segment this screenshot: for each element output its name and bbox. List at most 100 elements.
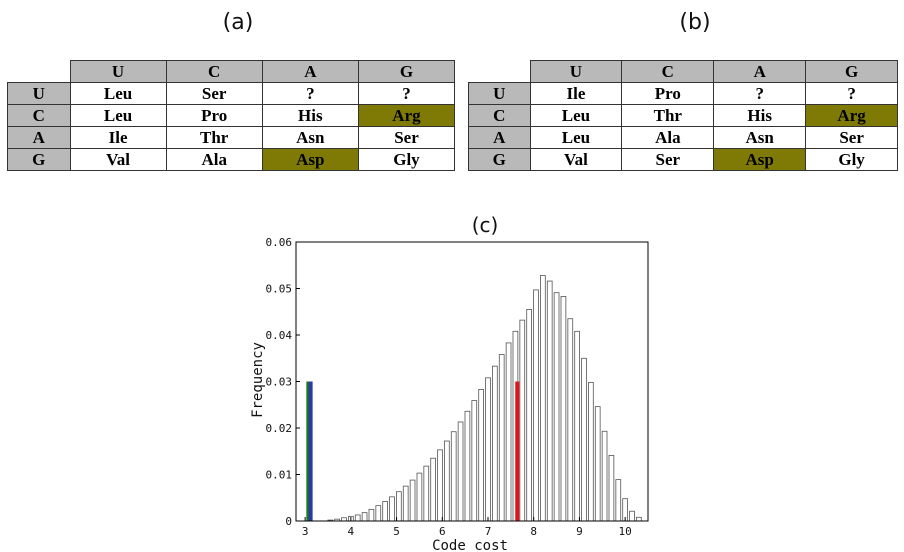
amino-acid-cell: Gly (805, 148, 898, 171)
histogram-bar (560, 296, 567, 522)
amino-acid-cell: Asp (713, 148, 807, 171)
histogram-bar (498, 354, 505, 522)
amino-acid-cell: Asp (261, 148, 359, 171)
marker-bar (308, 381, 313, 521)
histogram-bar (553, 292, 560, 522)
histogram-bar (588, 382, 594, 522)
histogram-bar (636, 516, 642, 522)
histogram-bar (402, 485, 409, 522)
y-tick-label: 0.06 (266, 236, 293, 249)
histogram-bar (361, 512, 368, 522)
histogram-bar (354, 514, 361, 522)
table-corner (468, 60, 530, 83)
amino-acid-cell: Ala (165, 148, 263, 171)
column-header: G (357, 60, 456, 83)
x-tick-label: 5 (393, 525, 400, 538)
histogram-bar (574, 330, 580, 522)
panel-a-label: (a) (222, 10, 254, 35)
histogram-bar (464, 410, 471, 522)
histogram-bar (416, 472, 423, 522)
table-corner (7, 60, 70, 83)
histogram-bar (389, 496, 395, 522)
histogram-bar (437, 449, 443, 522)
column-header: G (805, 60, 898, 83)
amino-acid-cell: Pro (621, 82, 715, 105)
x-tick-label: 7 (485, 525, 492, 538)
x-tick-label: 8 (530, 525, 537, 538)
table-row: G Val Ala Asp Gly (7, 148, 456, 171)
codon-table-a: U C A G U Leu Ser?? C Leu Pro His Arg A Ile Thr Asn Ser G… (7, 60, 456, 171)
y-axis-label: Frequency (250, 342, 266, 418)
y-tick-label: 0.01 (266, 469, 293, 482)
marker-bar (515, 381, 520, 521)
histogram-bar (478, 389, 484, 522)
histogram-bar (492, 365, 498, 522)
histogram-bar (471, 400, 478, 522)
histogram-bar (601, 430, 608, 522)
codon-table-b: U C A G U Ile Pro?? C Leu Thr His Arg A Leu Ala Asn Ser G… (468, 60, 898, 171)
amino-acid-cell: Thr (621, 104, 715, 127)
amino-acid-cell: Val (69, 148, 167, 171)
histogram-bar (457, 421, 464, 522)
histogram-bar (396, 491, 402, 522)
histogram-bar (519, 319, 526, 522)
y-tick-label: 0 (285, 515, 292, 528)
x-tick-label: 9 (576, 525, 583, 538)
amino-acid-cell: Asn (261, 126, 359, 149)
marker-bar (306, 381, 311, 521)
histogram-bar (485, 377, 491, 522)
histogram-bar (546, 280, 553, 522)
y-tick-label: 0.03 (266, 376, 293, 389)
histogram-bar (409, 479, 416, 522)
histogram-bar (594, 406, 601, 522)
histogram-bar (526, 309, 532, 522)
amino-acid-cell: Asn (713, 126, 807, 149)
panel-b-label: (b) (679, 10, 711, 35)
table-row: C Leu Pro His Arg (7, 104, 456, 127)
row-header: G (468, 148, 531, 171)
table-row: U Ile Pro?? (468, 82, 898, 105)
histogram-bar (567, 318, 574, 522)
histogram-bar (581, 357, 587, 522)
histogram-bar (615, 479, 622, 522)
histogram-bar (444, 440, 450, 522)
y-tick-label: 0.02 (266, 422, 293, 435)
column-header: A (713, 60, 807, 83)
amino-acid-cell: Leu (69, 104, 167, 127)
amino-acid-cell: Ser (805, 126, 898, 149)
y-tick-label: 0.05 (266, 283, 293, 296)
histogram-bar (450, 431, 457, 522)
table-row: G Val Ser Asp Gly (468, 148, 898, 171)
histogram-bar (629, 510, 635, 522)
amino-acid-cell: Ser (621, 148, 715, 171)
table-row: C Leu Thr His Arg (468, 104, 898, 127)
histogram-bar (608, 455, 615, 522)
chart-title: (c) (472, 213, 499, 237)
row-header: U (7, 82, 71, 105)
x-axis-label: Code cost (432, 538, 508, 552)
histogram-bar (375, 505, 382, 522)
histogram-bar (533, 289, 539, 522)
amino-acid-cell: Gly (357, 148, 456, 171)
x-tick-label: 10 (619, 525, 632, 538)
histogram-bar (430, 457, 436, 522)
row-header: G (7, 148, 71, 171)
column-header: C (621, 60, 715, 83)
histogram-bar (368, 508, 375, 522)
histogram-bar (423, 465, 430, 522)
amino-acid-cell: Val (529, 148, 623, 171)
histogram-bar (382, 501, 388, 522)
amino-acid-cell: Pro (165, 104, 263, 127)
y-tick-label: 0.04 (266, 329, 293, 342)
x-tick-label: 3 (302, 525, 309, 538)
row-header: A (468, 126, 531, 149)
row-header: C (7, 104, 71, 127)
histogram-bar (505, 342, 512, 522)
x-tick-label: 4 (348, 525, 355, 538)
x-tick-label: 6 (439, 525, 446, 538)
histogram-bar (540, 275, 546, 522)
amino-acid-cell: Arg (805, 104, 898, 127)
amino-acid-cell: Ile (69, 126, 167, 149)
amino-acid-cell: Arg (357, 104, 456, 127)
